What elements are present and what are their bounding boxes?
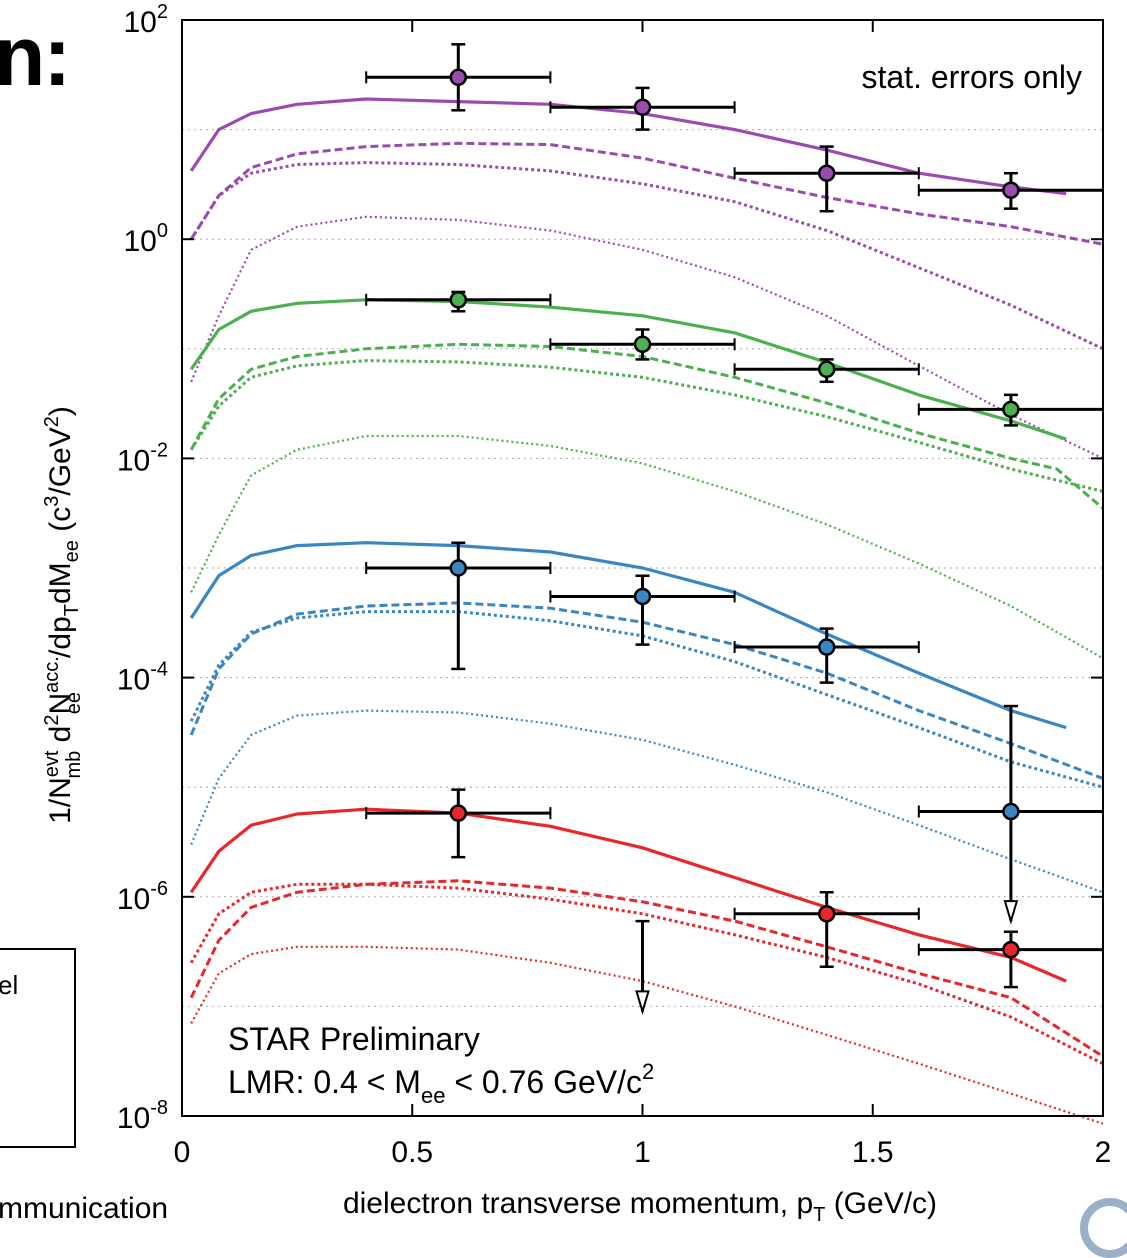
curve-blue-dashed [189, 601, 1104, 780]
data-point-red [917, 930, 1104, 989]
data-point-green [549, 328, 736, 361]
star-preliminary-label: STAR Preliminary [228, 1021, 480, 1057]
marker-purple [1002, 181, 1020, 199]
curve-blue-dotted_upper [189, 610, 1104, 789]
x-tick-label: 1 [634, 1136, 651, 1169]
curve-red-solid [189, 807, 1067, 983]
curve-green-solid [189, 298, 1067, 441]
y-tick-label: 10-6 [117, 878, 168, 916]
marker-red [449, 804, 468, 822]
curve-red-dashed [189, 879, 1104, 1058]
x-tick-label: 1.5 [852, 1136, 894, 1169]
curve-green-dotted_upper [189, 359, 1104, 493]
data-points [365, 43, 1104, 1015]
marker-blue [633, 587, 652, 606]
data-point-green [365, 290, 552, 313]
cropped-footer-text: mmunication [0, 1192, 169, 1225]
marker-red [1002, 940, 1020, 959]
upper-limit-arrow [1003, 900, 1019, 925]
y-axis-label: 1/Nevtmb d2Nacc.ee/dpTdMee (c3/GeV2) [41, 406, 85, 824]
data-point-red [365, 788, 552, 859]
stat-errors-note: stat. errors only [861, 59, 1082, 95]
x-tick-label: 0 [174, 1136, 191, 1169]
data-point-blue [733, 627, 920, 684]
curve-purple-solid [189, 97, 1067, 196]
y-tick-label: 10-4 [117, 659, 168, 697]
data-point-purple [365, 43, 552, 112]
curve-blue-dotted_lower [190, 709, 1104, 894]
marker-red [817, 905, 836, 923]
y-tick-label: 10-2 [117, 439, 168, 477]
axis-ticks: 0 0.5 1 1.5 2 102 100 10-2 10-4 10-6 10-8 [117, 1, 1112, 1169]
data-point-blue [365, 541, 552, 671]
marker-green [1002, 400, 1020, 419]
marker-blue [817, 638, 836, 656]
curve-blue-solid [189, 541, 1067, 730]
marker-blue [1002, 802, 1020, 821]
marker-green [817, 360, 836, 379]
x-tick-label: 0.5 [391, 1136, 433, 1169]
x-tick-label: 2 [1095, 1136, 1112, 1169]
upper-limit-arrow [635, 990, 650, 1015]
y-tick-label: 10-8 [117, 1097, 168, 1135]
marker-purple [449, 68, 468, 87]
marker-green [449, 291, 468, 309]
data-point-purple [917, 171, 1104, 210]
chart-svg: 0 0.5 1 1.5 2 102 100 10-2 10-4 10-6 10-8 stat. er… [41, 1, 1112, 1226]
marker-purple [817, 164, 836, 182]
marker-purple [633, 98, 652, 116]
curve-green-dotted_lower [190, 434, 1104, 660]
data-point-red [635, 919, 650, 1015]
data-point-blue [549, 574, 736, 646]
lmr-label: LMR: 0.4 < Mee < 0.76 GeV/c2 [228, 1059, 654, 1108]
cropped-title-fragment: n: [0, 9, 71, 103]
legend-fragment-text: el [0, 970, 19, 1000]
curve-red-dotted_upper [189, 882, 1104, 1066]
marker-blue [449, 559, 468, 577]
y-tick-label: 100 [124, 220, 169, 258]
data-point-blue [917, 704, 1104, 925]
cropped-legend-box: el [0, 948, 76, 1148]
data-point-purple [549, 86, 736, 131]
marker-green [633, 335, 652, 354]
x-axis-label: dielectron transverse momentum, pT (GeV/… [343, 1187, 937, 1226]
model-curves [189, 97, 1104, 1125]
curve-green-dashed [189, 342, 1104, 510]
y-tick-label: 102 [124, 1, 169, 39]
curve-purple-dotted_upper [189, 161, 1104, 351]
data-point-green [917, 393, 1104, 427]
data-point-green [733, 358, 920, 384]
data-point-purple [733, 145, 920, 213]
data-point-red [733, 891, 920, 969]
curve-purple-dashed [189, 141, 1104, 246]
curve-red-dotted_lower [190, 945, 1104, 1125]
